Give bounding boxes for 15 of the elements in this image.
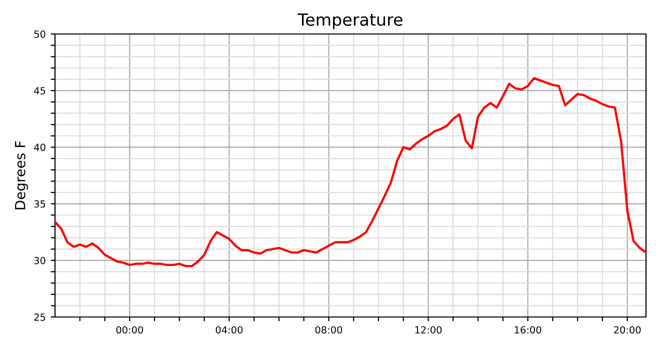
y-tick-label: 30: [34, 256, 46, 264]
y-tick-label: 45: [34, 87, 46, 94]
x-tick-label: 20:00: [614, 326, 641, 334]
x-tick-label: 12:00: [415, 326, 442, 334]
y-axis-title: Degrees F: [15, 141, 28, 210]
y-tick-label: 25: [34, 313, 46, 321]
y-tick-label: 50: [34, 30, 46, 38]
y-tick-label: 35: [34, 200, 46, 208]
x-tick-label: 16:00: [514, 326, 542, 334]
y-tick-label: 40: [34, 144, 46, 152]
x-tick-label: 08:00: [315, 326, 342, 334]
line-series: [55, 77, 646, 268]
x-tick-label: 00:00: [116, 326, 144, 334]
chart-title: Temperature: [298, 14, 402, 30]
x-tick-label: 04:00: [216, 326, 243, 334]
